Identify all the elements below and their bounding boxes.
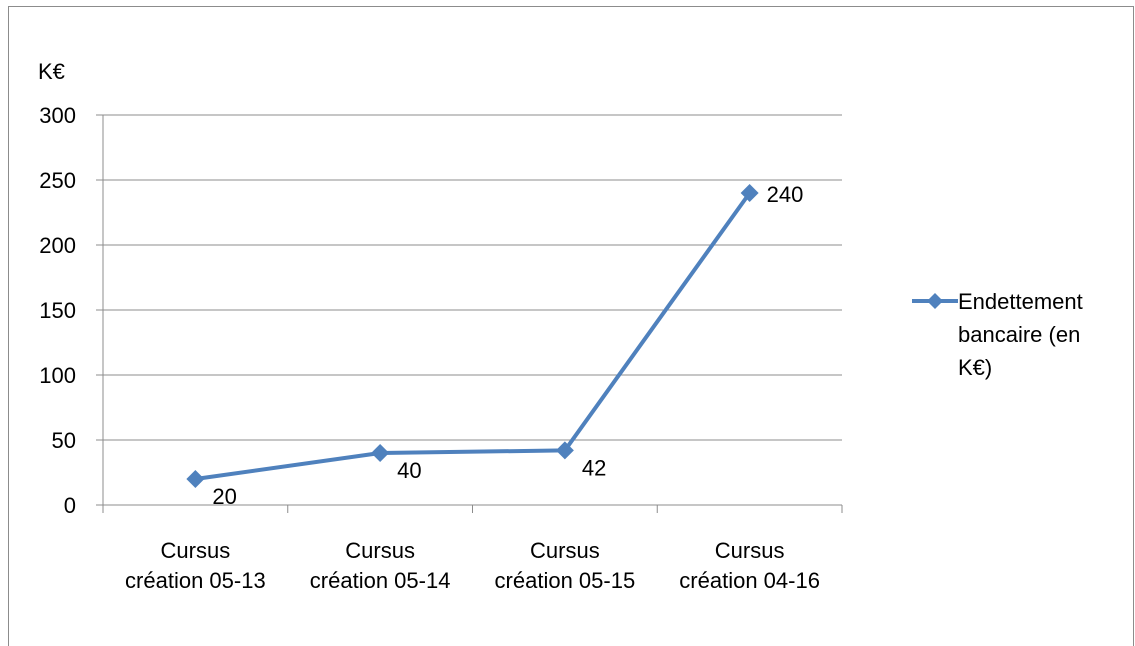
y-tick-label: 250 [39, 168, 76, 193]
legend-label: Endettement bancaire (en K€) [958, 289, 1083, 380]
axes: K€ [38, 59, 843, 513]
chart-frame [8, 6, 1134, 646]
data-point-marker [371, 444, 390, 462]
data-label: 20 [212, 484, 236, 509]
legend: Endettement bancaire (en K€) [912, 289, 1083, 380]
legend-marker [927, 293, 943, 309]
line-chart: K€ 0 50 100 150 200 250 300 Cursus création 05-… [38, 59, 1083, 593]
x-tick-label: Cursus création 05-15 [495, 538, 636, 593]
data-label: 42 [582, 455, 606, 480]
y-tick-label: 200 [39, 233, 76, 258]
x-tick-labels: Cursus création 05-13 Cursus création 05-14… [125, 538, 820, 593]
y-tick-label: 0 [64, 493, 76, 518]
x-tick-label: Cursus création 04-16 [679, 538, 820, 593]
y-tick-label: 150 [39, 298, 76, 323]
series-line-path [195, 191, 752, 481]
data-labels: 20 40 42 240 [212, 182, 803, 509]
y-tick-label: 50 [52, 428, 76, 453]
y-tick-labels: 0 50 100 150 200 250 300 [39, 103, 76, 518]
x-tick-label: Cursus création 05-13 [125, 538, 266, 593]
data-point-marker [555, 441, 574, 460]
series-line [186, 184, 759, 488]
data-label: 40 [397, 458, 421, 483]
y-tick-label: 100 [39, 363, 76, 388]
y-axis-unit-label: K€ [38, 59, 65, 84]
gridlines [103, 114, 842, 441]
data-point-marker [186, 470, 205, 488]
data-label: 240 [767, 182, 804, 207]
x-tick-label: Cursus création 05-14 [310, 538, 451, 593]
y-tick-label: 300 [39, 103, 76, 128]
data-point-marker [740, 184, 759, 202]
